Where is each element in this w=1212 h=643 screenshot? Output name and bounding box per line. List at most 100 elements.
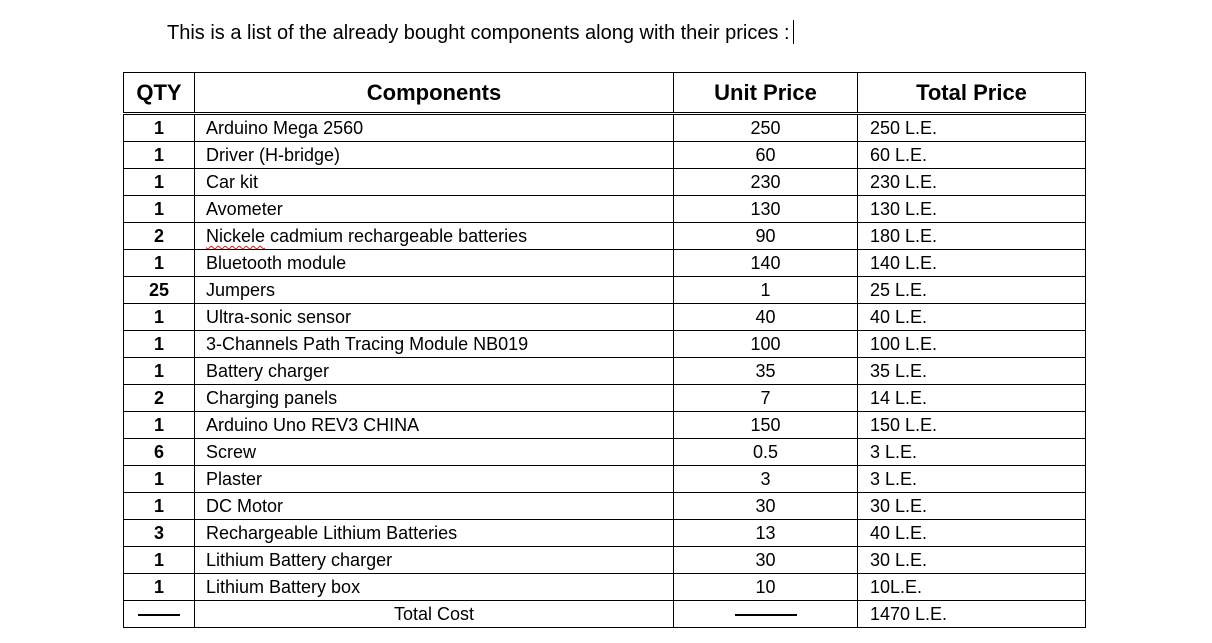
total-price-cell: 60 L.E. (857, 141, 1086, 169)
total-price-cell: 30 L.E. (857, 492, 1086, 520)
unit-price-cell: 150 (673, 411, 858, 439)
component-cell: DC Motor (194, 492, 674, 520)
total-cost-value: 1470 L.E. (857, 600, 1086, 628)
component-cell: Lithium Battery charger (194, 546, 674, 574)
spellcheck-flagged-word[interactable]: Nickele (206, 226, 266, 246)
qty-cell: 1 (123, 249, 195, 277)
unit-price-cell: 35 (673, 357, 858, 385)
total-price-cell: 140 L.E. (857, 249, 1086, 277)
table-row: 1 Bluetooth module 140 140 L.E. (123, 249, 1086, 277)
table-row: 1 DC Motor 30 30 L.E. (123, 492, 1086, 520)
component-cell: Driver (H-bridge) (194, 141, 674, 169)
total-price-cell: 180 L.E. (857, 222, 1086, 250)
table-row: 1 Ultra-sonic sensor 40 40 L.E. (123, 303, 1086, 331)
qty-cell: 1 (123, 303, 195, 331)
unit-price-cell: 230 (673, 168, 858, 196)
unit-price-cell: 7 (673, 384, 858, 412)
table-row: 1 3-Channels Path Tracing Module NB019 1… (123, 330, 1086, 358)
table-row: 25 Jumpers 1 25 L.E. (123, 276, 1086, 304)
total-price-cell: 100 L.E. (857, 330, 1086, 358)
total-price-cell: 130 L.E. (857, 195, 1086, 223)
qty-cell: 1 (123, 195, 195, 223)
header-total-price: Total Price (857, 72, 1086, 115)
qty-cell: 1 (123, 330, 195, 358)
unit-price-cell: 100 (673, 330, 858, 358)
dash-line (138, 614, 180, 617)
component-cell: Lithium Battery box (194, 573, 674, 601)
header-qty: QTY (123, 72, 195, 115)
component-cell: Screw (194, 438, 674, 466)
unit-price-cell: 130 (673, 195, 858, 223)
component-text: cadmium rechargeable batteries (265, 226, 528, 246)
unit-price-cell: 140 (673, 249, 858, 277)
qty-cell: 2 (123, 222, 195, 250)
qty-cell: 1 (123, 546, 195, 574)
component-cell: Car kit (194, 168, 674, 196)
component-cell: Avometer (194, 195, 674, 223)
table-header-row: QTY Components Unit Price Total Price (123, 72, 1086, 115)
unit-price-cell: 1 (673, 276, 858, 304)
table-row: 1 Car kit 230 230 L.E. (123, 168, 1086, 196)
unit-price-cell: 13 (673, 519, 858, 547)
total-price-cell: 25 L.E. (857, 276, 1086, 304)
intro-paragraph[interactable]: This is a list of the already bought com… (167, 20, 794, 45)
qty-cell: 1 (123, 492, 195, 520)
text-cursor (792, 20, 794, 44)
header-unit-price: Unit Price (673, 72, 858, 115)
qty-cell: 1 (123, 168, 195, 196)
table-row: 1 Avometer 130 130 L.E. (123, 195, 1086, 223)
total-price-cell: 150 L.E. (857, 411, 1086, 439)
table-row: 2 Charging panels 7 14 L.E. (123, 384, 1086, 412)
qty-cell: 1 (123, 411, 195, 439)
qty-cell: 25 (123, 276, 195, 304)
component-cell: Jumpers (194, 276, 674, 304)
component-cell: Arduino Uno REV3 CHINA (194, 411, 674, 439)
qty-cell: 2 (123, 384, 195, 412)
table-row: 1 Lithium Battery box 10 10L.E. (123, 573, 1086, 601)
component-cell: Ultra-sonic sensor (194, 303, 674, 331)
table-row: 1 Arduino Mega 2560 250 250 L.E. (123, 113, 1086, 142)
table-row: 1 Lithium Battery charger 30 30 L.E. (123, 546, 1086, 574)
unit-price-cell: 40 (673, 303, 858, 331)
intro-text: This is a list of the already bought com… (167, 22, 790, 44)
unit-price-cell: 30 (673, 492, 858, 520)
total-price-cell: 35 L.E. (857, 357, 1086, 385)
qty-cell: 3 (123, 519, 195, 547)
total-price-cell: 14 L.E. (857, 384, 1086, 412)
component-cell: Nickele cadmium rechargeable batteries (194, 222, 674, 250)
total-price-cell: 250 L.E. (857, 113, 1086, 142)
unit-price-cell: 10 (673, 573, 858, 601)
unit-price-cell: 30 (673, 546, 858, 574)
table-row: 1 Driver (H-bridge) 60 60 L.E. (123, 141, 1086, 169)
components-table: QTY Components Unit Price Total Price 1 … (123, 72, 1086, 628)
table-row: 3 Rechargeable Lithium Batteries 13 40 L… (123, 519, 1086, 547)
component-cell: Arduino Mega 2560 (194, 113, 674, 142)
total-price-cell: 10L.E. (857, 573, 1086, 601)
header-components: Components (194, 72, 674, 115)
component-cell: Bluetooth module (194, 249, 674, 277)
table-row: 6 Screw 0.5 3 L.E. (123, 438, 1086, 466)
total-qty-dash (123, 600, 195, 628)
dash-line (734, 614, 797, 617)
component-cell: Charging panels (194, 384, 674, 412)
qty-cell: 1 (123, 465, 195, 493)
unit-price-cell: 60 (673, 141, 858, 169)
table-row: 1 Battery charger 35 35 L.E. (123, 357, 1086, 385)
unit-price-cell: 0.5 (673, 438, 858, 466)
total-price-cell: 40 L.E. (857, 519, 1086, 547)
total-price-cell: 40 L.E. (857, 303, 1086, 331)
total-price-cell: 30 L.E. (857, 546, 1086, 574)
unit-price-cell: 250 (673, 113, 858, 142)
qty-cell: 6 (123, 438, 195, 466)
unit-price-cell: 90 (673, 222, 858, 250)
qty-cell: 1 (123, 113, 195, 142)
total-unit-dash (673, 600, 858, 628)
component-cell: Rechargeable Lithium Batteries (194, 519, 674, 547)
component-cell: Plaster (194, 465, 674, 493)
total-price-cell: 3 L.E. (857, 438, 1086, 466)
component-cell: 3-Channels Path Tracing Module NB019 (194, 330, 674, 358)
total-price-cell: 230 L.E. (857, 168, 1086, 196)
table-row: 1 Plaster 3 3 L.E. (123, 465, 1086, 493)
total-cost-row: Total Cost 1470 L.E. (123, 600, 1086, 628)
qty-cell: 1 (123, 573, 195, 601)
